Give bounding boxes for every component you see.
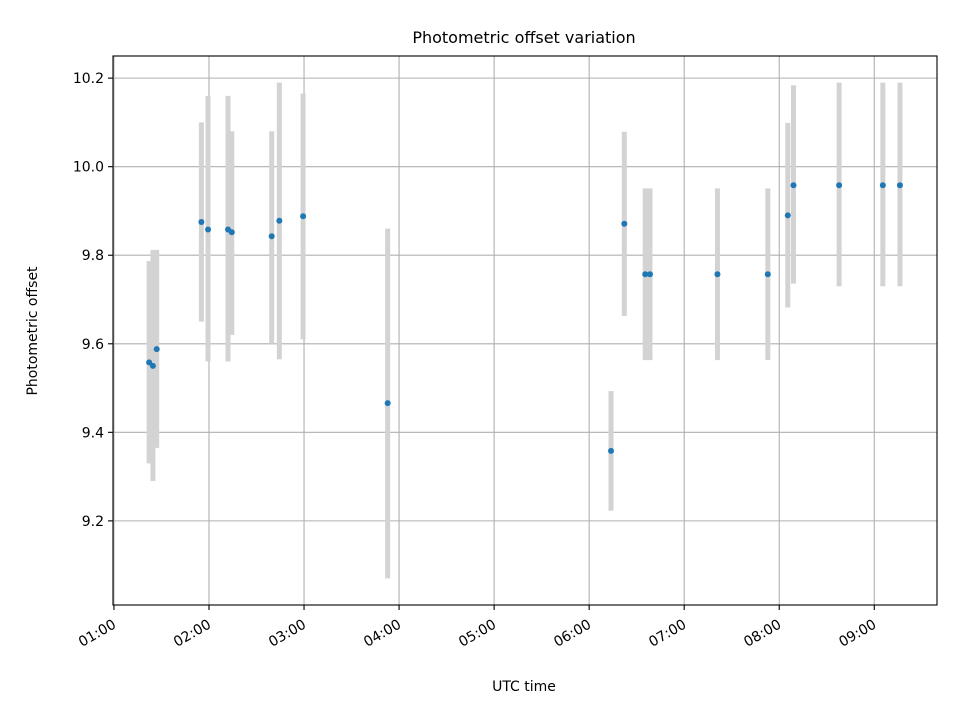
data-point (268, 233, 275, 240)
grid-lines (113, 56, 937, 605)
data-point (149, 362, 156, 369)
data-point (146, 359, 153, 366)
data-point (198, 219, 205, 226)
chart-title: Photometric offset variation (412, 28, 635, 47)
data-point (300, 213, 307, 220)
data-point (384, 400, 391, 407)
y-tick-label: 9.6 (82, 337, 104, 353)
plot-frame (112, 55, 938, 606)
data-point (790, 182, 797, 189)
data-point (784, 212, 791, 219)
data-point (621, 220, 628, 227)
data-point (764, 271, 771, 278)
data-point (836, 182, 843, 189)
x-axis-label: UTC time (492, 679, 556, 695)
data-point (205, 226, 212, 233)
data-point (642, 271, 649, 278)
data-point (276, 217, 283, 224)
y-tick-label: 10.0 (73, 160, 104, 176)
data-point (608, 447, 615, 454)
y-tick-label: 9.2 (82, 514, 104, 530)
data-point (646, 271, 653, 278)
y-tick-label: 9.8 (82, 248, 104, 264)
data-point (896, 182, 903, 189)
data-point (714, 271, 721, 278)
data-point (153, 346, 160, 353)
y-axis-label: Photometric offset (25, 266, 41, 396)
y-tick-label: 9.4 (82, 425, 104, 441)
data-point (879, 182, 886, 189)
data-point (228, 229, 235, 236)
y-tick-label: 10.2 (73, 71, 104, 87)
data-points (146, 182, 903, 454)
